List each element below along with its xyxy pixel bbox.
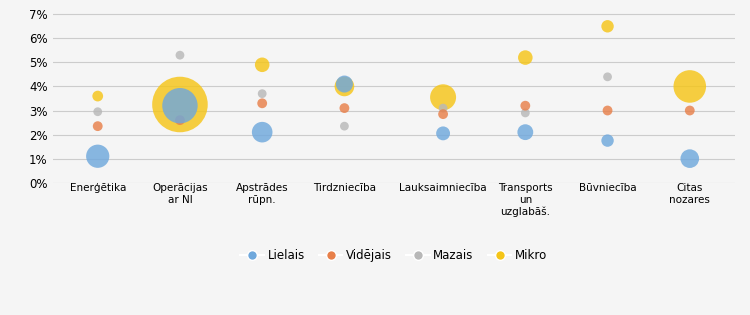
Point [174, 103, 186, 108]
Point [602, 108, 613, 113]
Point [92, 123, 104, 129]
Point [519, 55, 531, 60]
Text: Transports
un
uzglabāš.: Transports un uzglabāš. [498, 183, 553, 217]
Point [338, 123, 350, 129]
Point [437, 106, 449, 111]
Point [92, 109, 104, 114]
Point [519, 110, 531, 115]
Point [602, 74, 613, 79]
Point [437, 131, 449, 136]
Text: Tirdzniecība: Tirdzniecība [313, 183, 376, 193]
Text: Apstrādes
rūpn.: Apstrādes rūpn. [236, 183, 289, 205]
Point [684, 108, 696, 113]
Text: Operācijas
ar NI: Operācijas ar NI [152, 183, 208, 205]
Point [602, 24, 613, 29]
Point [92, 94, 104, 99]
Text: Enerģētika: Enerģētika [70, 183, 126, 193]
Point [519, 103, 531, 108]
Point [684, 156, 696, 161]
Point [602, 138, 613, 143]
Point [256, 91, 268, 96]
Point [338, 84, 350, 89]
Point [519, 130, 531, 135]
Text: Lauksaimniecība: Lauksaimniecība [399, 183, 487, 193]
Point [256, 130, 268, 135]
Point [338, 82, 350, 87]
Legend: Lielais, Vidējais, Mazais, Mikro: Lielais, Vidējais, Mazais, Mikro [236, 244, 552, 267]
Point [174, 102, 186, 107]
Point [92, 154, 104, 159]
Point [256, 101, 268, 106]
Point [437, 95, 449, 100]
Point [684, 84, 696, 89]
Text: Citas
nozares: Citas nozares [669, 183, 710, 205]
Point [256, 62, 268, 67]
Point [338, 106, 350, 111]
Point [174, 53, 186, 58]
Text: Būvniecība: Būvniecība [579, 183, 636, 193]
Point [437, 112, 449, 117]
Point [174, 117, 186, 123]
